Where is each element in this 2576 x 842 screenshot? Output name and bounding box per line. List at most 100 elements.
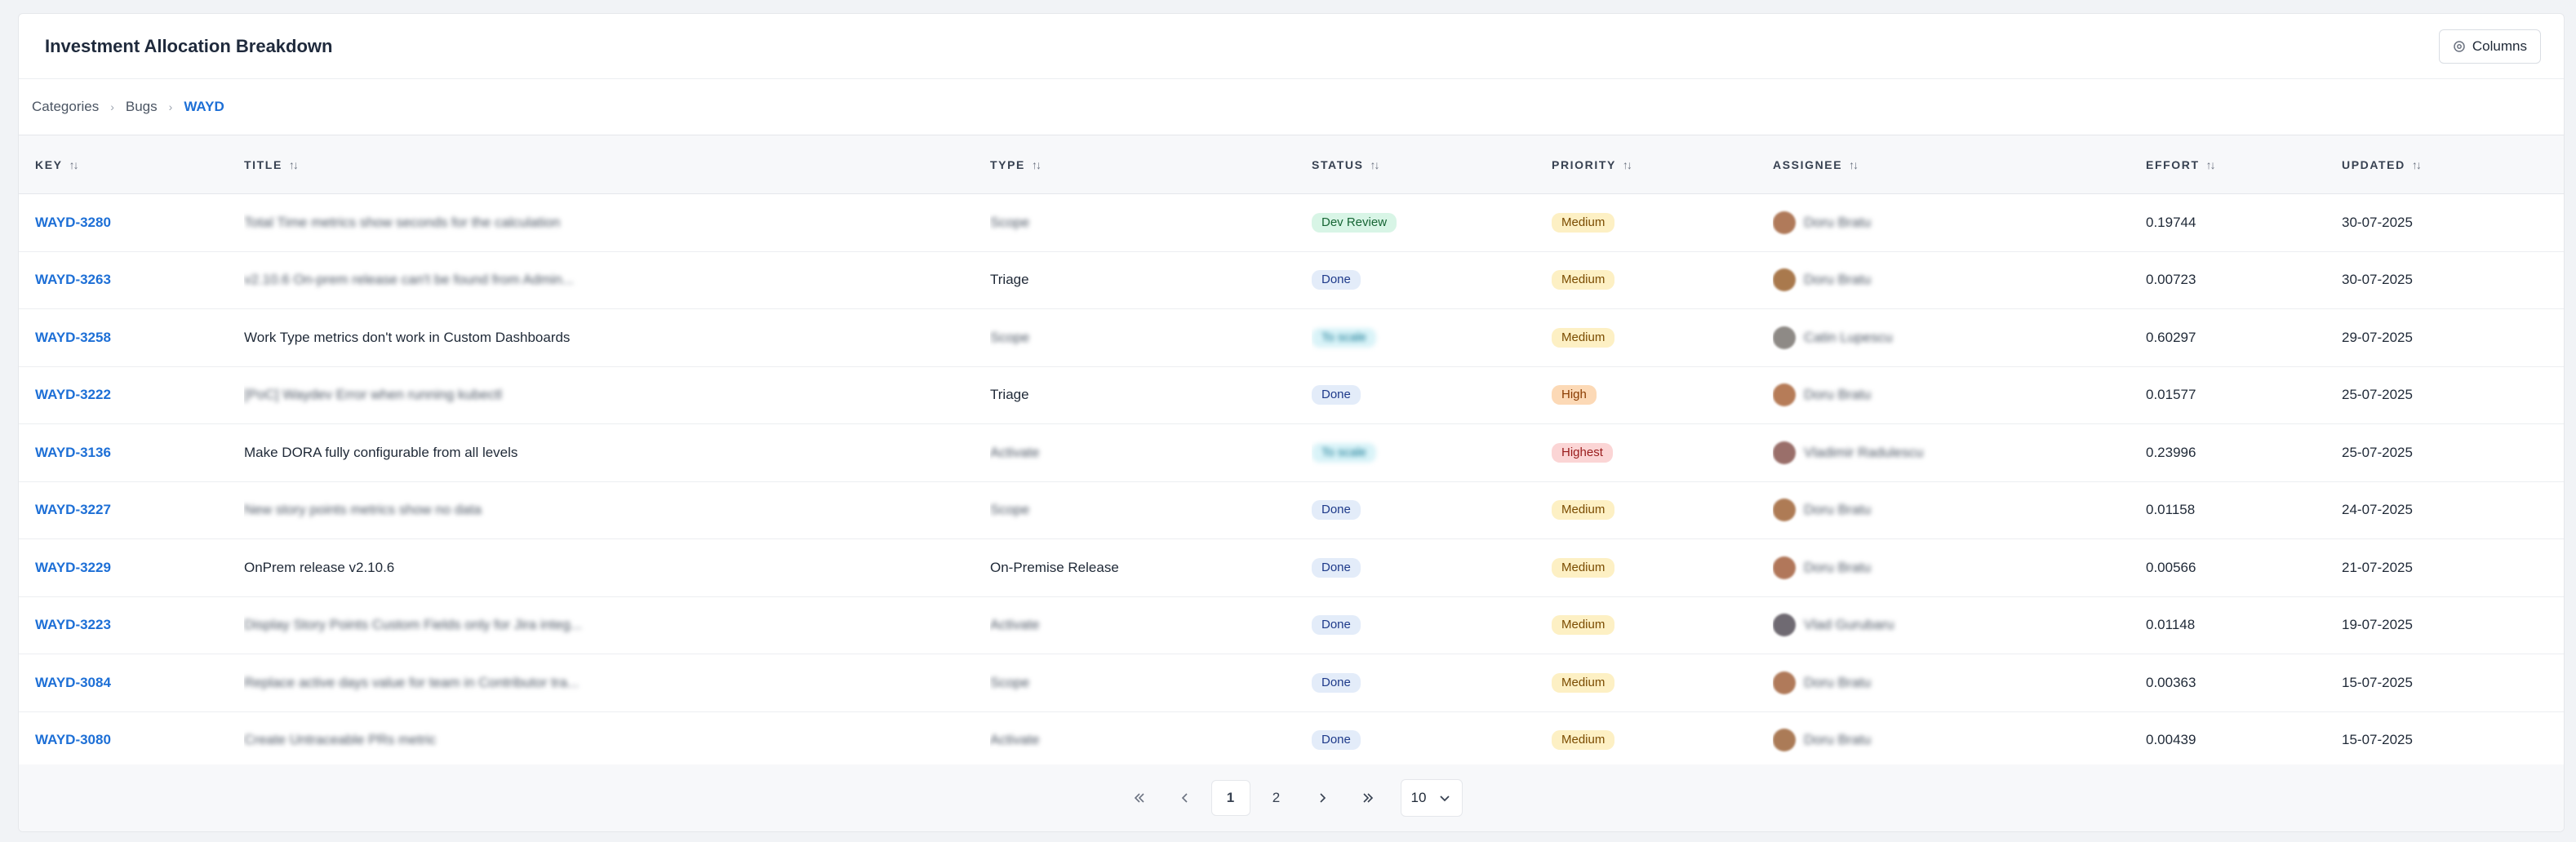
table-row[interactable]: WAYD-3084 Replace active days value for t… [19,654,2564,712]
breadcrumb-bugs[interactable]: Bugs [125,99,158,114]
cell-assignee: Catin Lupescu [1773,309,2146,367]
column-header-effort[interactable]: EFFORT ↑↓ [2146,157,2216,171]
issue-title: [PoC] Waydev Error when running kubectl [244,387,502,403]
cell-assignee: Doru Bratu [1773,654,2146,712]
cell-status: Done [1312,596,1552,654]
cell-status: To scale [1312,424,1552,482]
issue-key-link[interactable]: WAYD-3136 [35,444,111,460]
chevrons-right-icon [1362,793,1373,803]
next-page-button[interactable] [1303,780,1342,816]
cell-status: Done [1312,711,1552,769]
table-row[interactable]: WAYD-3280 Total Time metrics show seconds… [19,194,2564,252]
avatar [1773,614,1796,637]
column-header-updated[interactable]: UPDATED ↑↓ [2342,157,2422,171]
sort-icon[interactable]: ↑↓ [1849,157,1859,171]
updated-date: 29-07-2025 [2342,329,2413,345]
table-row[interactable]: WAYD-3227 New story points metrics show n… [19,481,2564,539]
effort-value: 0.01577 [2146,387,2196,403]
issue-key-link[interactable]: WAYD-3229 [35,559,111,575]
cell-updated: 25-07-2025 [2342,424,2564,482]
page-2-button[interactable]: 2 [1272,790,1281,805]
cell-type: Activate [990,711,1312,769]
updated-date: 24-07-2025 [2342,502,2413,518]
cell-updated: 15-07-2025 [2342,711,2564,769]
issue-title: OnPrem release v2.10.6 [244,559,395,575]
priority-badge: Highest [1552,442,1613,463]
columns-button[interactable]: Columns [2438,29,2541,64]
table-row[interactable]: WAYD-3080 Create Untraceable PRs metric Ac… [19,711,2564,769]
issue-key-link[interactable]: WAYD-3080 [35,732,111,748]
column-header-type[interactable]: TYPE ↑↓ [990,157,1042,171]
column-header-title[interactable]: TITLE ↑↓ [244,157,299,171]
first-page-button[interactable] [1120,780,1159,816]
column-header-assignee[interactable]: ASSIGNEE ↑↓ [1773,157,1859,171]
avatar [1773,268,1796,292]
sort-icon[interactable]: ↑↓ [2411,157,2422,171]
sort-icon[interactable]: ↑↓ [1622,157,1632,171]
cell-priority: Medium [1552,711,1773,769]
avatar [1773,729,1796,752]
assignee-name: Doru Bratu [1804,732,1872,748]
assignee-name: Doru Bratu [1804,559,1872,575]
table-row[interactable]: WAYD-3136 Make DORA fully configurable fr… [19,424,2564,482]
cell-status: Dev Review [1312,194,1552,252]
last-page-button[interactable] [1348,780,1388,816]
effort-value: 0.23996 [2146,444,2196,460]
issue-key-link[interactable]: WAYD-3263 [35,272,111,288]
avatar [1773,383,1796,407]
cell-priority: High [1552,366,1773,424]
priority-badge: Medium [1552,730,1615,751]
column-header-status[interactable]: STATUS ↑↓ [1312,157,1380,171]
issue-type: Scope [990,214,1030,230]
breadcrumb-categories[interactable]: Categories [32,99,100,114]
sort-icon[interactable]: ↑↓ [2205,157,2216,171]
table-row[interactable]: WAYD-3263 v2.10.6 On-prem release can't b… [19,251,2564,309]
cell-assignee: Vlad Gurubaru [1773,596,2146,654]
column-header-key[interactable]: KEY ↑↓ [35,157,79,171]
status-badge: To scale [1312,442,1377,463]
sort-icon[interactable]: ↑↓ [1031,157,1042,171]
priority-badge: Medium [1552,327,1615,348]
table-row[interactable]: WAYD-3223 Display Story Points Custom Fie… [19,596,2564,654]
effort-value: 0.01148 [2146,617,2196,633]
issue-key-link[interactable]: WAYD-3280 [35,214,111,230]
cell-effort: 0.00439 [2146,711,2342,769]
chevron-down-icon [1440,795,1450,802]
updated-date: 25-07-2025 [2342,444,2413,460]
cell-type: On-Premise Release [990,539,1312,597]
prev-page-button[interactable] [1166,780,1205,816]
cell-status: Done [1312,481,1552,539]
issue-key-link[interactable]: WAYD-3084 [35,674,111,690]
effort-value: 0.19744 [2146,214,2196,230]
column-header-priority[interactable]: PRIORITY ↑↓ [1552,157,1632,171]
issue-type: Scope [990,329,1030,345]
table-row[interactable]: WAYD-3222 [PoC] Waydev Error when running… [19,366,2564,424]
issue-key-link[interactable]: WAYD-3258 [35,329,111,345]
cell-title: Work Type metrics don't work in Custom D… [244,309,990,367]
sort-icon[interactable]: ↑↓ [69,157,79,171]
priority-badge: High [1552,385,1597,405]
table-row[interactable]: WAYD-3229 OnPrem release v2.10.6 On-Premis… [19,539,2564,597]
status-badge: Done [1312,500,1361,521]
issue-key-link[interactable]: WAYD-3222 [35,387,111,403]
assignee-name: Vlad Gurubaru [1804,617,1894,633]
cell-updated: 19-07-2025 [2342,596,2564,654]
card-header: Investment Allocation Breakdown Columns [19,14,2564,79]
page-size-select[interactable]: 10 [1400,779,1463,817]
cell-status: Done [1312,366,1552,424]
assignee-name: Doru Bratu [1804,272,1872,288]
issue-type: Activate [990,444,1040,460]
issue-key-link[interactable]: WAYD-3227 [35,502,111,518]
assignee-name: Doru Bratu [1804,214,1872,230]
table-body: WAYD-3280 Total Time metrics show seconds… [19,194,2564,769]
sort-icon[interactable]: ↑↓ [1370,157,1380,171]
status-badge: To scale [1312,327,1377,348]
priority-badge: Medium [1552,270,1615,290]
sort-icon[interactable]: ↑↓ [288,157,299,171]
cell-updated: 29-07-2025 [2342,309,2564,367]
issue-key-link[interactable]: WAYD-3223 [35,617,111,633]
table-row[interactable]: WAYD-3258 Work Type metrics don't work in… [19,309,2564,367]
updated-date: 25-07-2025 [2342,387,2413,403]
page-1-button[interactable]: 1 [1210,780,1250,816]
table-header-row: KEY ↑↓ TITLE ↑↓ TYPE ↑↓ STATUS ↑↓ PRIORITY ↑↓… [19,135,2564,194]
